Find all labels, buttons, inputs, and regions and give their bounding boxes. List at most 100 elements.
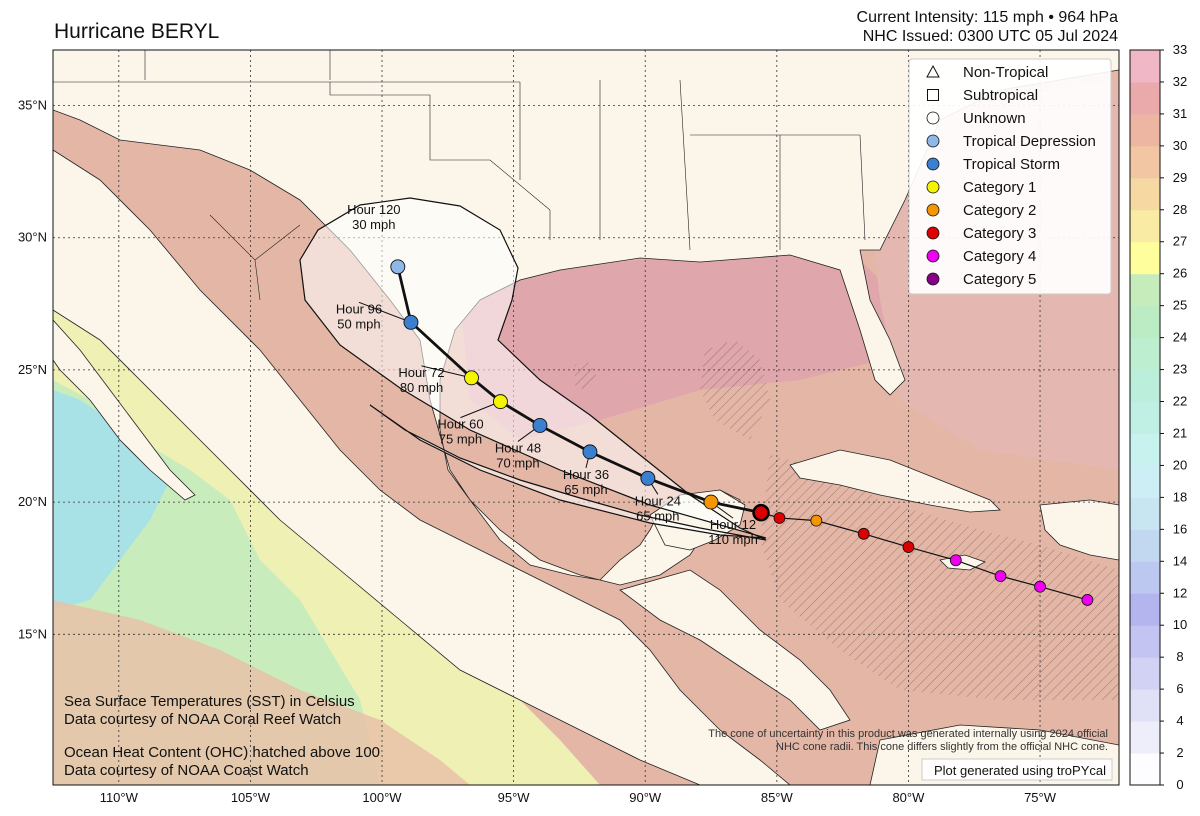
colorbar-label: 12 bbox=[1173, 585, 1187, 600]
colorbar-label: 10 bbox=[1173, 617, 1187, 632]
forecast-wind-label: 70 mph bbox=[496, 455, 539, 470]
legend-label: Tropical Storm bbox=[963, 156, 1060, 173]
legend-label: Non-Tropical bbox=[963, 64, 1048, 81]
colorbar-label: 20 bbox=[1173, 457, 1187, 472]
sst-colorbar: 0246810121416182021222324252627282930313… bbox=[1129, 42, 1187, 792]
lon-label: 90°W bbox=[629, 790, 662, 805]
legend-marker bbox=[926, 272, 940, 286]
colorbar-segment bbox=[1130, 465, 1160, 498]
past-track-point bbox=[857, 527, 870, 540]
colorbar-label: 25 bbox=[1173, 298, 1187, 313]
lon-label: 110°W bbox=[100, 790, 139, 805]
forecast-hour-label: Hour 12 bbox=[710, 517, 756, 532]
land-mexico-pacific bbox=[53, 149, 791, 785]
legend-label: Category 2 bbox=[963, 202, 1036, 219]
track-points bbox=[390, 259, 1094, 606]
forecast-point bbox=[390, 259, 406, 275]
legend-marker bbox=[926, 64, 940, 78]
legend-label: Category 3 bbox=[963, 225, 1036, 242]
colorbar-label: 32 bbox=[1173, 74, 1187, 89]
ohc-hatch-small bbox=[575, 362, 598, 392]
past-track-point bbox=[1034, 580, 1046, 593]
colorbar-label: 2 bbox=[1176, 745, 1183, 760]
label-leader-line bbox=[421, 365, 472, 379]
colorbar-segment bbox=[1130, 593, 1160, 626]
forecast-hour-label: Hour 72 bbox=[398, 365, 444, 380]
colorbar-label: 18 bbox=[1173, 489, 1187, 504]
past-track-point bbox=[949, 554, 962, 567]
legend-label: Unknown bbox=[963, 110, 1026, 127]
latitude-labels: 35°N 30°N 25°N 20°N 15°N bbox=[18, 98, 47, 642]
legend-marker bbox=[926, 180, 940, 194]
forecast-point bbox=[582, 444, 598, 460]
forecast-wind-label: 50 mph bbox=[337, 316, 380, 331]
colorbar-segment bbox=[1130, 177, 1160, 211]
colorbar-label: 14 bbox=[1173, 553, 1187, 568]
past-track-point bbox=[902, 541, 915, 553]
colorbar-label: 24 bbox=[1173, 330, 1187, 345]
colorbar-frame bbox=[1129, 49, 1161, 786]
label-leader-line bbox=[358, 301, 412, 323]
legend-label: Category 1 bbox=[963, 179, 1036, 196]
lat-label: 35°N bbox=[18, 98, 47, 113]
colorbar-segment bbox=[1130, 689, 1160, 722]
forecast-hour-label: Hour 36 bbox=[563, 467, 609, 482]
past-track-point bbox=[994, 570, 1007, 583]
map-frame bbox=[52, 49, 1120, 786]
colorbar-label: 30 bbox=[1173, 138, 1187, 153]
current-position-marker bbox=[752, 503, 770, 522]
forecast-hour-label: Hour 120 bbox=[347, 202, 400, 217]
current-intensity: Current Intensity: 115 mph • 964 hPa bbox=[856, 9, 1118, 26]
colorbar-label: 31 bbox=[1173, 106, 1187, 121]
colorbar-label: 28 bbox=[1173, 202, 1187, 217]
legend-label: Subtropical bbox=[963, 87, 1038, 104]
legend: Non-Tropical Subtropical Unknown Tropical D… bbox=[908, 58, 1112, 295]
legend-marker bbox=[926, 249, 940, 263]
colorbar-label: 8 bbox=[1176, 649, 1183, 664]
colorbar-label: 26 bbox=[1173, 266, 1187, 281]
colorbar-segment bbox=[1130, 433, 1160, 466]
colorbar-label: 23 bbox=[1173, 362, 1187, 377]
colorbar-segment bbox=[1130, 145, 1160, 179]
lon-label: 95°W bbox=[498, 790, 531, 805]
colorbar-segment bbox=[1130, 561, 1160, 594]
colorbar-label: 0 bbox=[1176, 777, 1183, 792]
intensity-info: Current Intensity: 115 mph • 964 hPa NHC… bbox=[857, 8, 1118, 46]
longitude-labels: 110°W 105°W 100°W 95°W 90°W 85°W 80°W 75°W bbox=[100, 790, 1057, 805]
colorbar-segment bbox=[1130, 305, 1160, 339]
lon-label: 75°W bbox=[1024, 790, 1057, 805]
legend-marker bbox=[927, 89, 939, 101]
cone-note-1: The cone of uncertainty in this product … bbox=[708, 728, 1108, 740]
sst-source: Data courtesy of NOAA Coral Reef Watch bbox=[64, 711, 341, 728]
colorbar-segment bbox=[1130, 497, 1160, 530]
colorbar-segment bbox=[1130, 241, 1160, 275]
colorbar-segment bbox=[1130, 753, 1160, 786]
land-central-america bbox=[619, 569, 851, 731]
lon-label: 85°W bbox=[761, 790, 794, 805]
legend-marker bbox=[926, 203, 940, 217]
colorbar-label: 6 bbox=[1176, 681, 1183, 696]
forecast-point bbox=[640, 470, 656, 486]
ohc-note: Ocean Heat Content (OHC) hatched above 1… bbox=[64, 744, 380, 761]
pacific-sst-pink bbox=[53, 600, 470, 785]
lon-label: 80°W bbox=[892, 790, 925, 805]
colorbar-segment bbox=[1130, 209, 1160, 243]
ohc-source: Data courtesy of NOAA Coast Watch bbox=[64, 762, 309, 779]
colorbar-segment bbox=[1130, 50, 1160, 83]
colorbar-label: 22 bbox=[1173, 394, 1187, 409]
land-cuba bbox=[789, 449, 1001, 513]
forecast-wind-label: 110 mph bbox=[708, 532, 758, 547]
colorbar-label: 29 bbox=[1173, 170, 1187, 185]
ohc-hatch-gulf bbox=[700, 340, 770, 440]
gulf-sst-pink bbox=[460, 250, 900, 440]
forecast-point bbox=[532, 417, 548, 433]
colorbar-segment bbox=[1130, 625, 1160, 658]
lat-label: 30°N bbox=[18, 230, 47, 245]
forecast-point bbox=[464, 370, 479, 386]
legend-label: Category 5 bbox=[963, 271, 1036, 288]
colorbar-segment bbox=[1130, 273, 1160, 307]
legend-label: Category 4 bbox=[963, 248, 1036, 265]
colorbar-segment bbox=[1130, 337, 1160, 371]
forecast-wind-label: 65 mph bbox=[564, 482, 607, 497]
